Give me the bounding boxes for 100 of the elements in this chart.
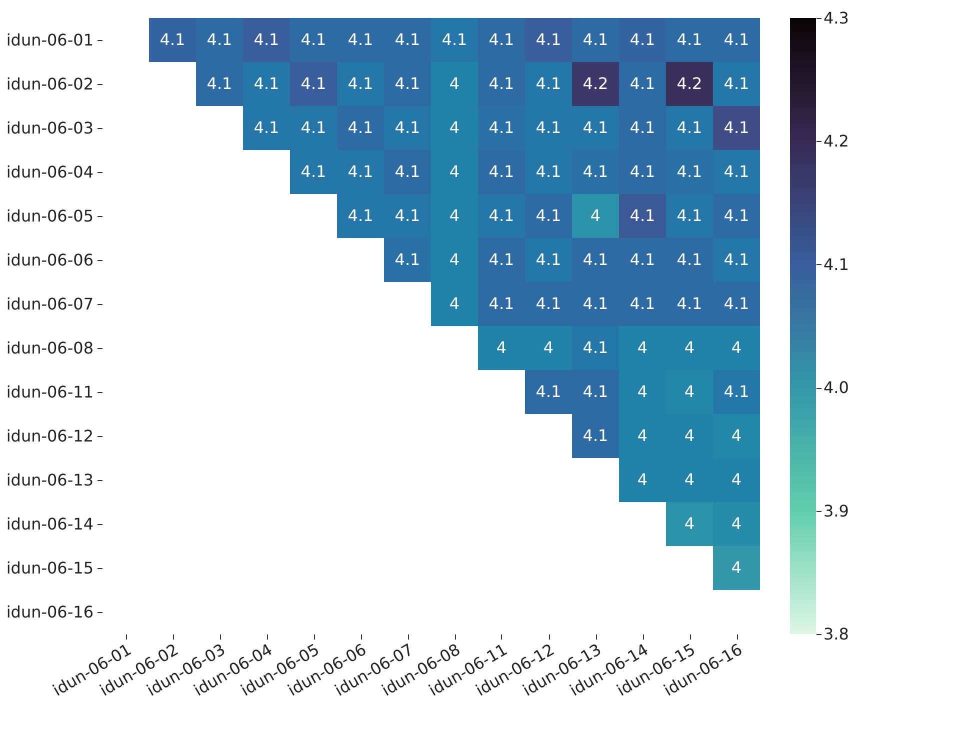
y-tick-label: idun-06-02	[6, 74, 94, 94]
data-label: 4.1	[630, 206, 656, 225]
y-tick-label: idun-06-11	[6, 382, 94, 402]
y-tick-label: idun-06-03	[6, 118, 94, 138]
data-label: 4.1	[254, 30, 280, 49]
data-label: 4	[449, 74, 460, 93]
data-label: 4	[684, 470, 695, 489]
data-label: 4.1	[348, 118, 374, 137]
data-label: 4.1	[582, 30, 608, 49]
data-label: 4.1	[630, 294, 656, 313]
data-label: 4.1	[394, 74, 420, 93]
data-label: 4.1	[206, 30, 232, 49]
data-label: 4.1	[300, 74, 326, 93]
data-label: 4.1	[676, 30, 702, 49]
data-label: 4	[449, 206, 460, 225]
data-label: 4.1	[536, 382, 562, 401]
data-label: 4.1	[536, 294, 562, 313]
data-label: 4.1	[394, 206, 420, 225]
data-label: 4.1	[582, 162, 608, 181]
data-label: 4.1	[348, 74, 374, 93]
data-label: 4.1	[254, 74, 280, 93]
data-label: 4	[731, 338, 742, 357]
data-label: 4.1	[630, 250, 656, 269]
data-label: 4.1	[724, 118, 750, 137]
data-label: 4.1	[676, 206, 702, 225]
data-label: 4.1	[394, 162, 420, 181]
y-tick-label: idun-06-12	[6, 426, 94, 446]
data-label: 4.1	[724, 74, 750, 93]
data-label: 4.1	[536, 74, 562, 93]
data-label: 4.1	[394, 118, 420, 137]
data-label: 4.1	[394, 30, 420, 49]
data-label: 4.1	[582, 426, 608, 445]
data-label: 4.1	[488, 162, 514, 181]
data-label: 4.1	[536, 118, 562, 137]
data-label: 4	[449, 294, 460, 313]
data-label: 4.1	[488, 206, 514, 225]
data-label: 4.1	[676, 118, 702, 137]
data-label: 4.1	[348, 30, 374, 49]
data-label: 4.1	[206, 74, 232, 93]
y-tick-label: idun-06-15	[6, 558, 94, 578]
data-label: 4	[684, 382, 695, 401]
data-label: 4.1	[724, 250, 750, 269]
y-tick-label: idun-06-16	[6, 602, 94, 622]
data-label: 4	[731, 426, 742, 445]
data-label: 4.1	[442, 30, 468, 49]
data-label: 4.1	[488, 250, 514, 269]
data-label: 4.1	[254, 118, 280, 137]
data-label: 4.1	[536, 30, 562, 49]
data-label: 4	[637, 338, 648, 357]
data-label: 4	[496, 338, 507, 357]
color-bar-label: 3.9	[824, 501, 849, 520]
y-tick-label: idun-06-06	[6, 250, 94, 270]
data-label: 4.1	[348, 162, 374, 181]
data-label: 4	[637, 470, 648, 489]
data-label: 4	[684, 426, 695, 445]
data-label: 4.1	[536, 162, 562, 181]
y-tick-label: idun-06-05	[6, 206, 94, 226]
y-tick-label: idun-06-04	[6, 162, 94, 182]
data-label: 4	[637, 382, 648, 401]
color-bar-label: 4.0	[824, 378, 849, 398]
data-label: 4.1	[488, 118, 514, 137]
data-label: 4.1	[724, 30, 750, 49]
data-label: 4.1	[676, 294, 702, 313]
data-label: 4.1	[676, 250, 702, 269]
data-label: 4.1	[582, 338, 608, 357]
data-label: 4	[684, 338, 695, 357]
data-label: 4.1	[394, 250, 420, 269]
color-bar-label: 4.1	[824, 254, 849, 274]
y-tick-label: idun-06-07	[6, 294, 94, 314]
data-label: 4.1	[582, 250, 608, 269]
data-label: 4	[449, 250, 460, 269]
data-label: 4.1	[300, 30, 326, 49]
data-label: 4.2	[676, 74, 702, 93]
color-bar-label: 4.3	[824, 8, 849, 28]
color-bar-label: 4.2	[824, 132, 849, 151]
data-label: 4.1	[630, 74, 656, 93]
data-label: 4.2	[582, 74, 608, 93]
data-label: 4.1	[488, 30, 514, 49]
data-label: 4.1	[724, 294, 750, 313]
data-label: 4.1	[300, 118, 326, 137]
data-label: 4.1	[630, 30, 656, 49]
data-label: 4	[684, 514, 695, 533]
data-label: 4	[731, 558, 742, 577]
data-label: 4.1	[160, 30, 186, 49]
data-label: 4.1	[582, 382, 608, 401]
data-label: 4.1	[582, 118, 608, 137]
data-label: 4.1	[724, 382, 750, 401]
data-label: 4.1	[536, 250, 562, 269]
data-label: 4.1	[488, 294, 514, 313]
data-label: 4.1	[676, 162, 702, 181]
data-label: 4.1	[488, 74, 514, 93]
data-label: 4	[637, 426, 648, 445]
color-bar-label: 3.8	[824, 624, 849, 644]
data-label: 4	[731, 514, 742, 533]
data-label: 4.1	[724, 206, 750, 225]
data-label: 4	[449, 118, 460, 137]
data-label: 4	[731, 470, 742, 489]
data-label: 4.1	[300, 162, 326, 181]
data-label: 4	[543, 338, 554, 357]
data-label: 4	[449, 162, 460, 181]
